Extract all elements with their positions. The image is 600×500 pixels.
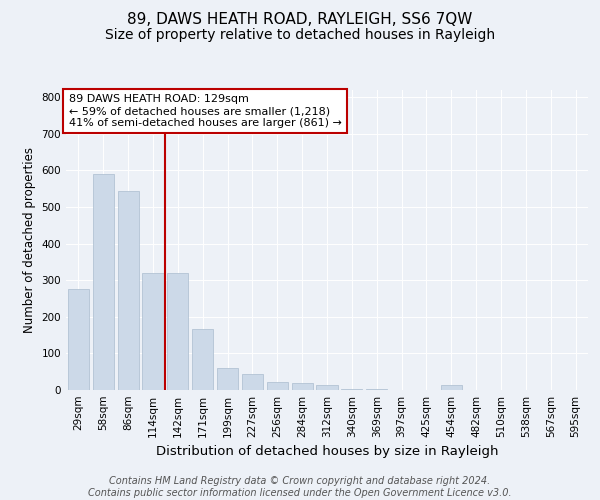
Bar (142, 273, 164, 390)
Bar (441, 385, 462, 390)
Text: 89 DAWS HEATH ROAD: 129sqm
← 59% of detached houses are smaller (1,218)
41% of s: 89 DAWS HEATH ROAD: 129sqm ← 59% of deta… (68, 94, 341, 128)
Bar (118, 190, 139, 390)
Bar (341, 388, 362, 390)
Bar (192, 328, 213, 390)
Bar (242, 374, 263, 390)
Bar (292, 384, 313, 390)
Bar (217, 368, 238, 390)
Text: Contains HM Land Registry data © Crown copyright and database right 2024.
Contai: Contains HM Land Registry data © Crown c… (88, 476, 512, 498)
Bar (267, 382, 288, 390)
Text: Size of property relative to detached houses in Rayleigh: Size of property relative to detached ho… (105, 28, 495, 42)
Y-axis label: Number of detached properties: Number of detached properties (23, 147, 36, 333)
Bar (316, 385, 338, 390)
Text: 89, DAWS HEATH ROAD, RAYLEIGH, SS6 7QW: 89, DAWS HEATH ROAD, RAYLEIGH, SS6 7QW (127, 12, 473, 28)
Bar (167, 273, 188, 390)
X-axis label: Distribution of detached houses by size in Rayleigh: Distribution of detached houses by size … (156, 446, 498, 458)
Bar (68, 290, 89, 390)
Bar (93, 174, 114, 390)
